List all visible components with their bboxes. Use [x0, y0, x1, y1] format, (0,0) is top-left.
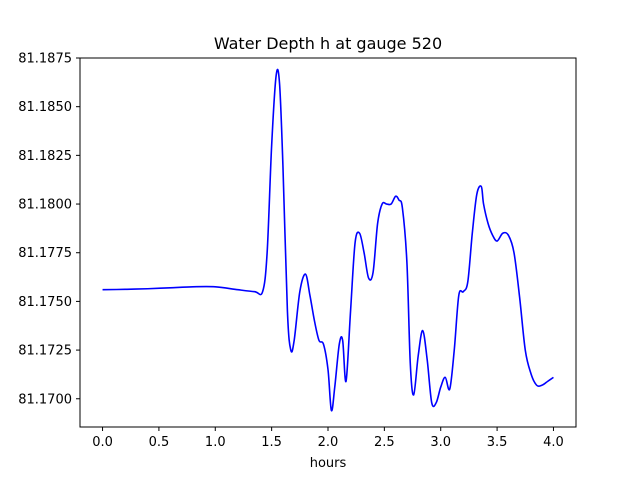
y-tick-label: 81.1850 — [18, 100, 72, 115]
plot-frame — [79, 57, 577, 428]
x-tick-label: 1.5 — [261, 435, 282, 450]
y-tick-label: 81.1725 — [18, 344, 72, 359]
y-tick-label: 81.1750 — [18, 295, 72, 310]
chart-title: Water Depth h at gauge 520 — [214, 34, 442, 53]
y-tick-label: 81.1875 — [18, 52, 72, 67]
x-tick-label: 3.5 — [487, 435, 508, 450]
y-tick-label: 81.1700 — [18, 392, 72, 407]
x-tick-label: 1.0 — [205, 435, 226, 450]
x-tick-label: 4.0 — [543, 435, 564, 450]
x-tick-label: 2.5 — [374, 435, 395, 450]
x-tick-label: 2.0 — [318, 435, 339, 450]
y-axis-ticks: 81.1700 81.1725 81.1750 81.1775 81.1800 81.18… — [18, 52, 80, 407]
y-tick-label: 81.1800 — [18, 198, 72, 213]
x-tick-label: 3.0 — [430, 435, 451, 450]
series-line — [102, 68, 554, 412]
plot-area — [102, 68, 554, 412]
y-tick-label: 81.1775 — [18, 246, 72, 261]
y-tick-label: 81.1825 — [18, 149, 72, 164]
x-tick-label: 0.5 — [149, 435, 170, 450]
x-tick-label: 0.0 — [92, 435, 113, 450]
x-axis-ticks: 0.0 0.5 1.0 1.5 2.0 2.5 3.0 3.5 4.0 — [92, 427, 564, 450]
x-axis-label: hours — [310, 456, 347, 471]
